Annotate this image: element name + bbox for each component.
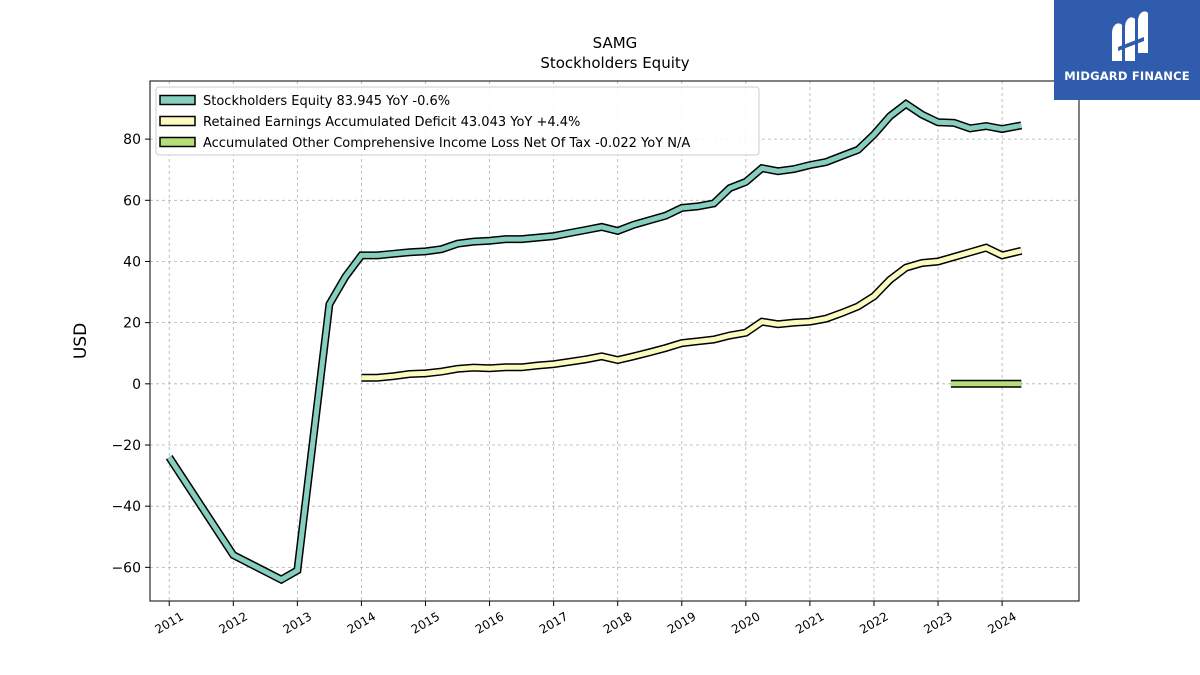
logo-wordmark: MIDGARD FINANCE (1064, 69, 1190, 83)
series-line-outline-2 (361, 243, 1023, 382)
chart-title: SAMG (593, 34, 638, 52)
x-tick-label: 2020 (729, 609, 762, 636)
legend-swatch-1 (159, 94, 196, 106)
x-tick-label: 2011 (152, 609, 185, 636)
chart-subtitle: Stockholders Equity (540, 54, 689, 72)
legend: Stockholders Equity 83.945 YoY -0.6% Reta… (155, 86, 760, 156)
y-tick-label: −60 (111, 560, 141, 576)
legend-box (155, 86, 760, 156)
y-tick-label: 80 (123, 132, 141, 148)
grid (150, 81, 1079, 601)
series-group (165, 98, 1023, 585)
midgard-finance-logo: MIDGARD FINANCE (1054, 0, 1200, 100)
legend-swatch-3 (159, 136, 196, 148)
x-tick-label: 2012 (217, 609, 250, 636)
x-tick-label: 2021 (793, 609, 826, 636)
y-axis-label: USD (71, 323, 91, 359)
legend-label-3: Accumulated Other Comprehensive Income L… (203, 136, 690, 151)
midgard-m-logo-icon (1112, 11, 1148, 62)
legend-label-1: Stockholders Equity 83.945 YoY -0.6% (203, 94, 450, 109)
y-tick-label: −20 (111, 438, 141, 454)
x-tick-label: 2017 (537, 609, 570, 636)
series-line-1 (167, 100, 1022, 583)
y-tick-label: 20 (123, 316, 141, 332)
x-tick-label: 2016 (473, 609, 506, 636)
series-line-2 (361, 245, 1022, 381)
legend-label-2: Retained Earnings Accumulated Deficit 43… (203, 115, 580, 130)
y-tick-label: 0 (132, 377, 141, 393)
y-tick-label: 40 (123, 254, 141, 270)
plot-frame (149, 80, 1080, 602)
legend-swatch-2 (159, 115, 196, 127)
y-tick-label: 60 (123, 193, 141, 209)
x-tick-label: 2015 (409, 609, 442, 636)
x-tick-label: 2019 (665, 609, 698, 636)
x-tick-label: 2022 (857, 609, 890, 636)
x-tick-label: 2018 (601, 609, 634, 636)
x-tick-label: 2024 (985, 609, 1018, 636)
y-tick-label: −40 (111, 499, 141, 515)
x-tick-label: 2014 (345, 609, 378, 636)
x-tick-label: 2013 (281, 609, 314, 636)
x-tick-label: 2023 (921, 609, 954, 636)
